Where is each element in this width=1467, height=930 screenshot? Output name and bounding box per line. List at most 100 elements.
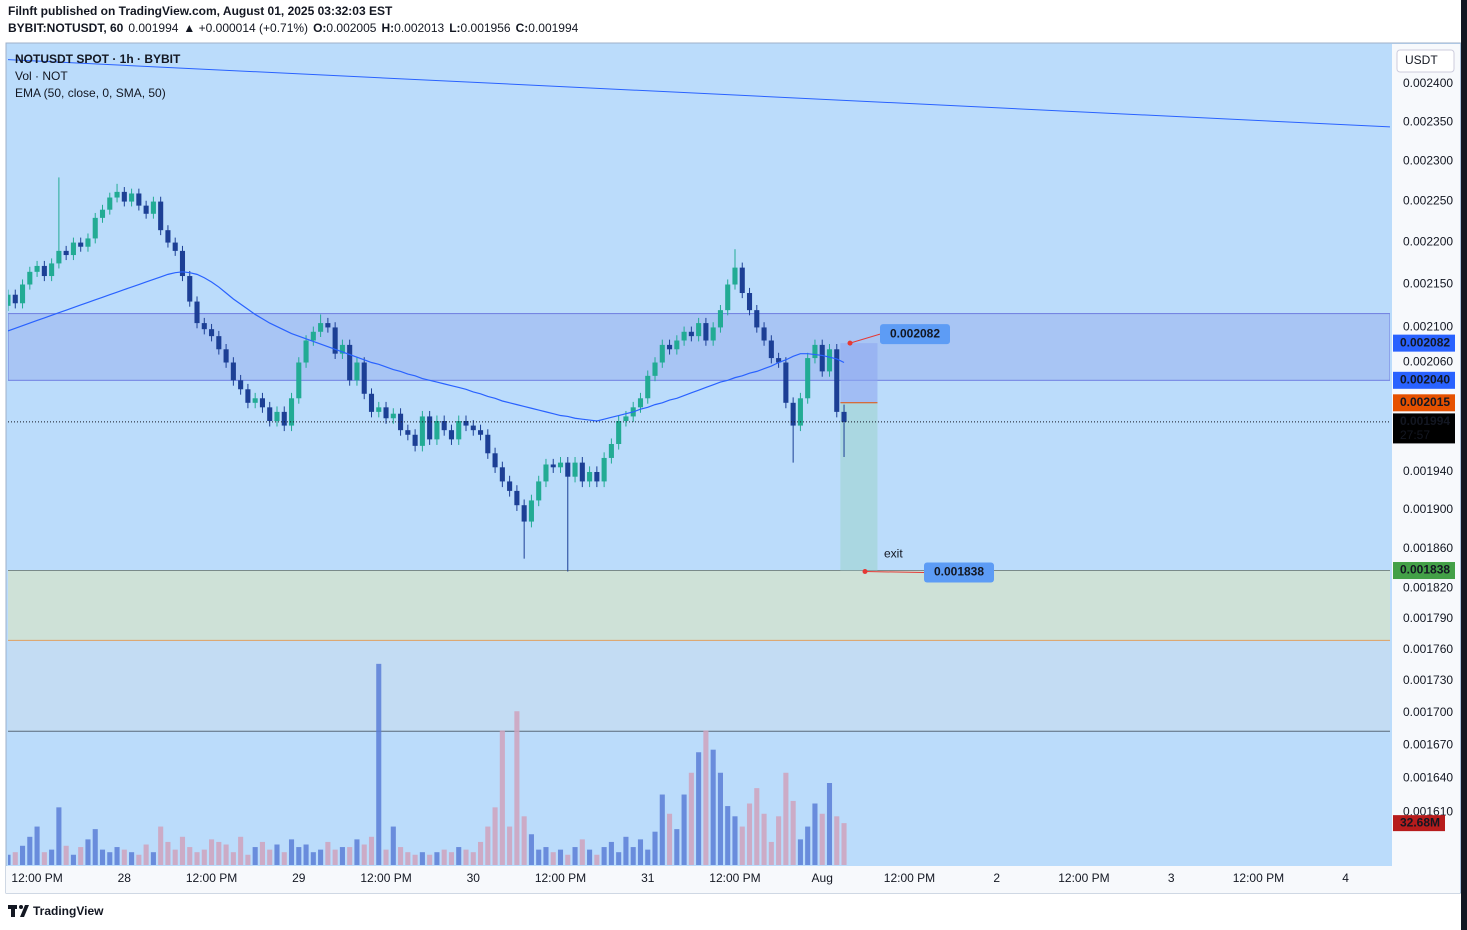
candle-body bbox=[361, 362, 367, 394]
candle-body bbox=[296, 362, 302, 399]
candle-body bbox=[536, 481, 542, 501]
volume-bar bbox=[477, 841, 484, 865]
ohlc-value: 0.002013 bbox=[394, 21, 444, 35]
volume-bar bbox=[637, 839, 644, 865]
x-tick-label: 30 bbox=[467, 871, 481, 885]
candle-body bbox=[63, 250, 69, 256]
y-tick-label: 0.001900 bbox=[1403, 502, 1453, 516]
candle-body bbox=[572, 462, 578, 477]
x-tick-label: 28 bbox=[118, 871, 132, 885]
candle-body bbox=[434, 420, 440, 440]
volume-bar bbox=[288, 839, 295, 865]
candle-body bbox=[688, 331, 694, 337]
volume-bar bbox=[645, 849, 651, 865]
candle-body bbox=[521, 505, 527, 522]
callout-dot bbox=[862, 569, 868, 575]
candle-body bbox=[594, 471, 600, 482]
volume-bar bbox=[216, 841, 222, 865]
candle-body bbox=[470, 425, 476, 431]
plot bbox=[8, 59, 1390, 865]
volume-bar bbox=[238, 836, 244, 865]
volume-bar bbox=[209, 839, 215, 865]
candle-body bbox=[405, 430, 411, 435]
candle-body bbox=[463, 420, 469, 426]
volume-bar bbox=[63, 845, 69, 865]
volume-bar bbox=[8, 854, 11, 865]
volume-bar bbox=[790, 800, 796, 865]
symbol: BYBIT:NOTUSDT, 60 bbox=[8, 21, 124, 35]
candle-body bbox=[507, 481, 513, 491]
volume-bar bbox=[492, 807, 498, 865]
edge bbox=[1461, 0, 1467, 930]
volume-bar bbox=[667, 813, 673, 865]
volume-bar bbox=[754, 788, 760, 865]
candle-body bbox=[325, 323, 331, 328]
volume-bar bbox=[427, 854, 433, 865]
candle-body bbox=[150, 201, 156, 214]
logo bbox=[8, 905, 29, 917]
volume-bar bbox=[448, 852, 455, 865]
volume-bar bbox=[630, 847, 636, 865]
ema-line bbox=[8, 271, 845, 422]
y-tick-label: 0.002060 bbox=[1403, 355, 1453, 369]
volume-bar bbox=[819, 813, 825, 865]
volume-bar bbox=[768, 841, 774, 865]
candle-body bbox=[623, 416, 629, 421]
candle-body bbox=[267, 407, 273, 421]
candle-body bbox=[41, 265, 47, 277]
volume-bar bbox=[834, 816, 840, 865]
candle-body bbox=[107, 197, 113, 210]
price-axis bbox=[1392, 44, 1460, 893]
volume-bar bbox=[187, 847, 193, 865]
volume-bar bbox=[732, 816, 738, 865]
currency-button[interactable] bbox=[1396, 49, 1455, 73]
volume-bar bbox=[129, 852, 135, 865]
callout-box bbox=[880, 324, 950, 345]
callout-label: 0.001838 bbox=[934, 565, 984, 579]
candle-body bbox=[790, 402, 796, 426]
candle-body bbox=[209, 329, 215, 337]
candle-body bbox=[99, 209, 106, 218]
volume-bar bbox=[318, 849, 324, 865]
price-badge-label: 0.001994 bbox=[1400, 414, 1450, 428]
volume-bar bbox=[405, 852, 411, 865]
volume-bar bbox=[521, 816, 527, 865]
x-tick-label: 12:00 PM bbox=[884, 871, 935, 885]
volume-bar bbox=[143, 844, 149, 865]
currency[interactable]: USDT bbox=[1405, 53, 1438, 67]
candle-body bbox=[412, 434, 418, 446]
price-badge bbox=[1393, 334, 1455, 352]
volume-bar bbox=[543, 847, 549, 865]
volume-bar bbox=[812, 803, 818, 865]
candle-body bbox=[703, 323, 709, 341]
volume-bar bbox=[56, 807, 62, 865]
candle-body bbox=[376, 407, 382, 412]
ohlc-key: O: bbox=[313, 21, 326, 35]
volume-bar bbox=[441, 849, 447, 865]
candle-body bbox=[318, 323, 324, 332]
candle-body bbox=[427, 416, 433, 440]
candle-body bbox=[601, 457, 607, 482]
candle-body bbox=[245, 389, 251, 403]
ohlc-value: 0.001956 bbox=[461, 21, 511, 35]
candle-body bbox=[514, 490, 520, 506]
volume-bar bbox=[587, 849, 593, 865]
volume-bar bbox=[608, 841, 614, 865]
candle-body bbox=[70, 242, 76, 256]
candle-body bbox=[550, 464, 556, 468]
candle-body bbox=[194, 301, 200, 324]
ohlc-value: 0.002005 bbox=[326, 21, 376, 35]
candle-body bbox=[310, 331, 316, 341]
candle-body bbox=[187, 276, 193, 302]
candle-body bbox=[223, 349, 229, 363]
candle-body bbox=[812, 344, 818, 359]
volume-bar bbox=[717, 772, 723, 865]
volume-bar bbox=[485, 826, 491, 865]
volume-badge-label: 32.68M bbox=[1400, 815, 1440, 829]
time-axis bbox=[6, 866, 1392, 893]
candle-body bbox=[761, 327, 767, 341]
brand: TradingView bbox=[33, 904, 104, 918]
callout-box bbox=[924, 562, 994, 583]
price-badge-label: 0.002015 bbox=[1400, 395, 1450, 409]
